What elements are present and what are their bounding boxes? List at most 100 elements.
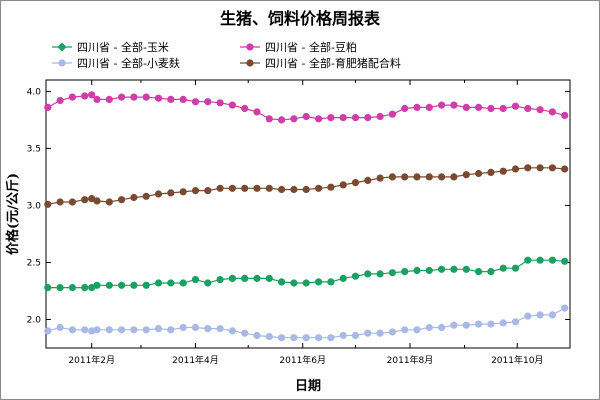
series-layer	[44, 91, 569, 342]
data-point	[499, 104, 507, 113]
data-point	[93, 281, 101, 289]
data-point	[536, 106, 544, 114]
data-point	[105, 95, 113, 103]
data-point	[376, 174, 384, 182]
data-point	[105, 198, 113, 206]
data-point	[351, 114, 360, 122]
x-tick-label: 2011年6月	[279, 354, 326, 366]
data-point	[228, 101, 236, 109]
data-point	[216, 276, 224, 284]
data-point	[167, 326, 175, 334]
data-point	[475, 103, 483, 111]
y-tick-label: 2.0	[27, 315, 42, 325]
data-point	[118, 281, 126, 289]
data-point	[315, 184, 323, 192]
data-point	[450, 101, 458, 109]
data-point	[179, 279, 187, 287]
data-point	[561, 257, 569, 265]
data-point	[154, 190, 163, 198]
data-point	[278, 334, 286, 342]
data-point	[462, 321, 470, 329]
data-point	[561, 165, 569, 173]
data-point	[179, 188, 187, 196]
data-point	[364, 114, 372, 122]
data-point	[376, 329, 384, 337]
data-point	[327, 183, 335, 191]
data-point	[241, 274, 249, 282]
data-point	[413, 173, 421, 181]
legend-item: 四川省 - 全部-豆粕	[240, 40, 357, 54]
data-point	[425, 173, 433, 181]
legend-label: 四川省 - 全部-小麦麸	[77, 56, 180, 70]
data-point	[142, 93, 150, 101]
data-point	[499, 319, 507, 327]
data-point	[339, 331, 347, 340]
data-point	[278, 278, 286, 286]
data-point	[499, 264, 507, 272]
data-point	[315, 278, 323, 286]
data-point	[216, 184, 224, 192]
data-point	[425, 266, 433, 275]
data-point	[548, 108, 557, 116]
data-point	[191, 323, 200, 332]
data-point	[524, 104, 532, 113]
data-point	[130, 93, 138, 101]
data-point	[413, 326, 421, 334]
data-point	[130, 281, 138, 289]
data-point	[462, 171, 470, 179]
legend-label: 四川省 - 全部-玉米	[77, 40, 169, 54]
y-tick-label: 3.0	[27, 201, 42, 211]
data-point	[88, 91, 96, 99]
data-point	[327, 114, 335, 122]
data-point	[327, 334, 335, 342]
data-point	[475, 268, 483, 276]
data-point	[204, 98, 212, 106]
data-point	[253, 331, 261, 340]
data-point	[524, 256, 532, 264]
legend-item: 四川省 - 全部-玉米	[52, 40, 169, 54]
data-point	[376, 270, 384, 278]
data-point	[265, 184, 273, 192]
data-point	[487, 168, 495, 176]
data-point	[154, 325, 163, 333]
data-point	[179, 323, 187, 332]
data-point	[44, 103, 52, 111]
data-point	[511, 165, 520, 173]
data-point	[425, 103, 433, 111]
data-point	[536, 164, 544, 172]
data-point	[44, 284, 52, 292]
data-point	[241, 184, 249, 192]
data-point	[487, 268, 495, 276]
data-point	[56, 96, 64, 105]
data-point	[228, 327, 236, 335]
data-point	[315, 334, 323, 342]
data-point	[450, 173, 458, 181]
data-point	[450, 265, 458, 273]
x-tick-label: 2011年8月	[387, 354, 434, 366]
legend-marker	[57, 42, 67, 52]
data-point	[93, 95, 101, 103]
data-point	[388, 110, 396, 118]
x-tick-label: 2011年10月	[491, 354, 543, 366]
data-point	[364, 329, 372, 337]
data-point	[253, 108, 261, 116]
data-point	[167, 95, 175, 103]
data-point	[438, 323, 446, 332]
series-2	[44, 304, 569, 342]
data-point	[290, 185, 298, 194]
data-point	[44, 327, 52, 335]
data-point	[351, 272, 360, 280]
data-point	[487, 320, 495, 328]
data-point	[548, 311, 557, 319]
data-point	[204, 187, 212, 195]
data-point	[413, 103, 421, 111]
data-point	[413, 266, 421, 275]
data-point	[524, 312, 532, 320]
data-point	[68, 93, 76, 101]
data-point	[241, 104, 249, 113]
data-point	[536, 256, 544, 264]
data-point	[339, 114, 347, 122]
data-point	[142, 192, 150, 200]
data-point	[253, 274, 261, 282]
